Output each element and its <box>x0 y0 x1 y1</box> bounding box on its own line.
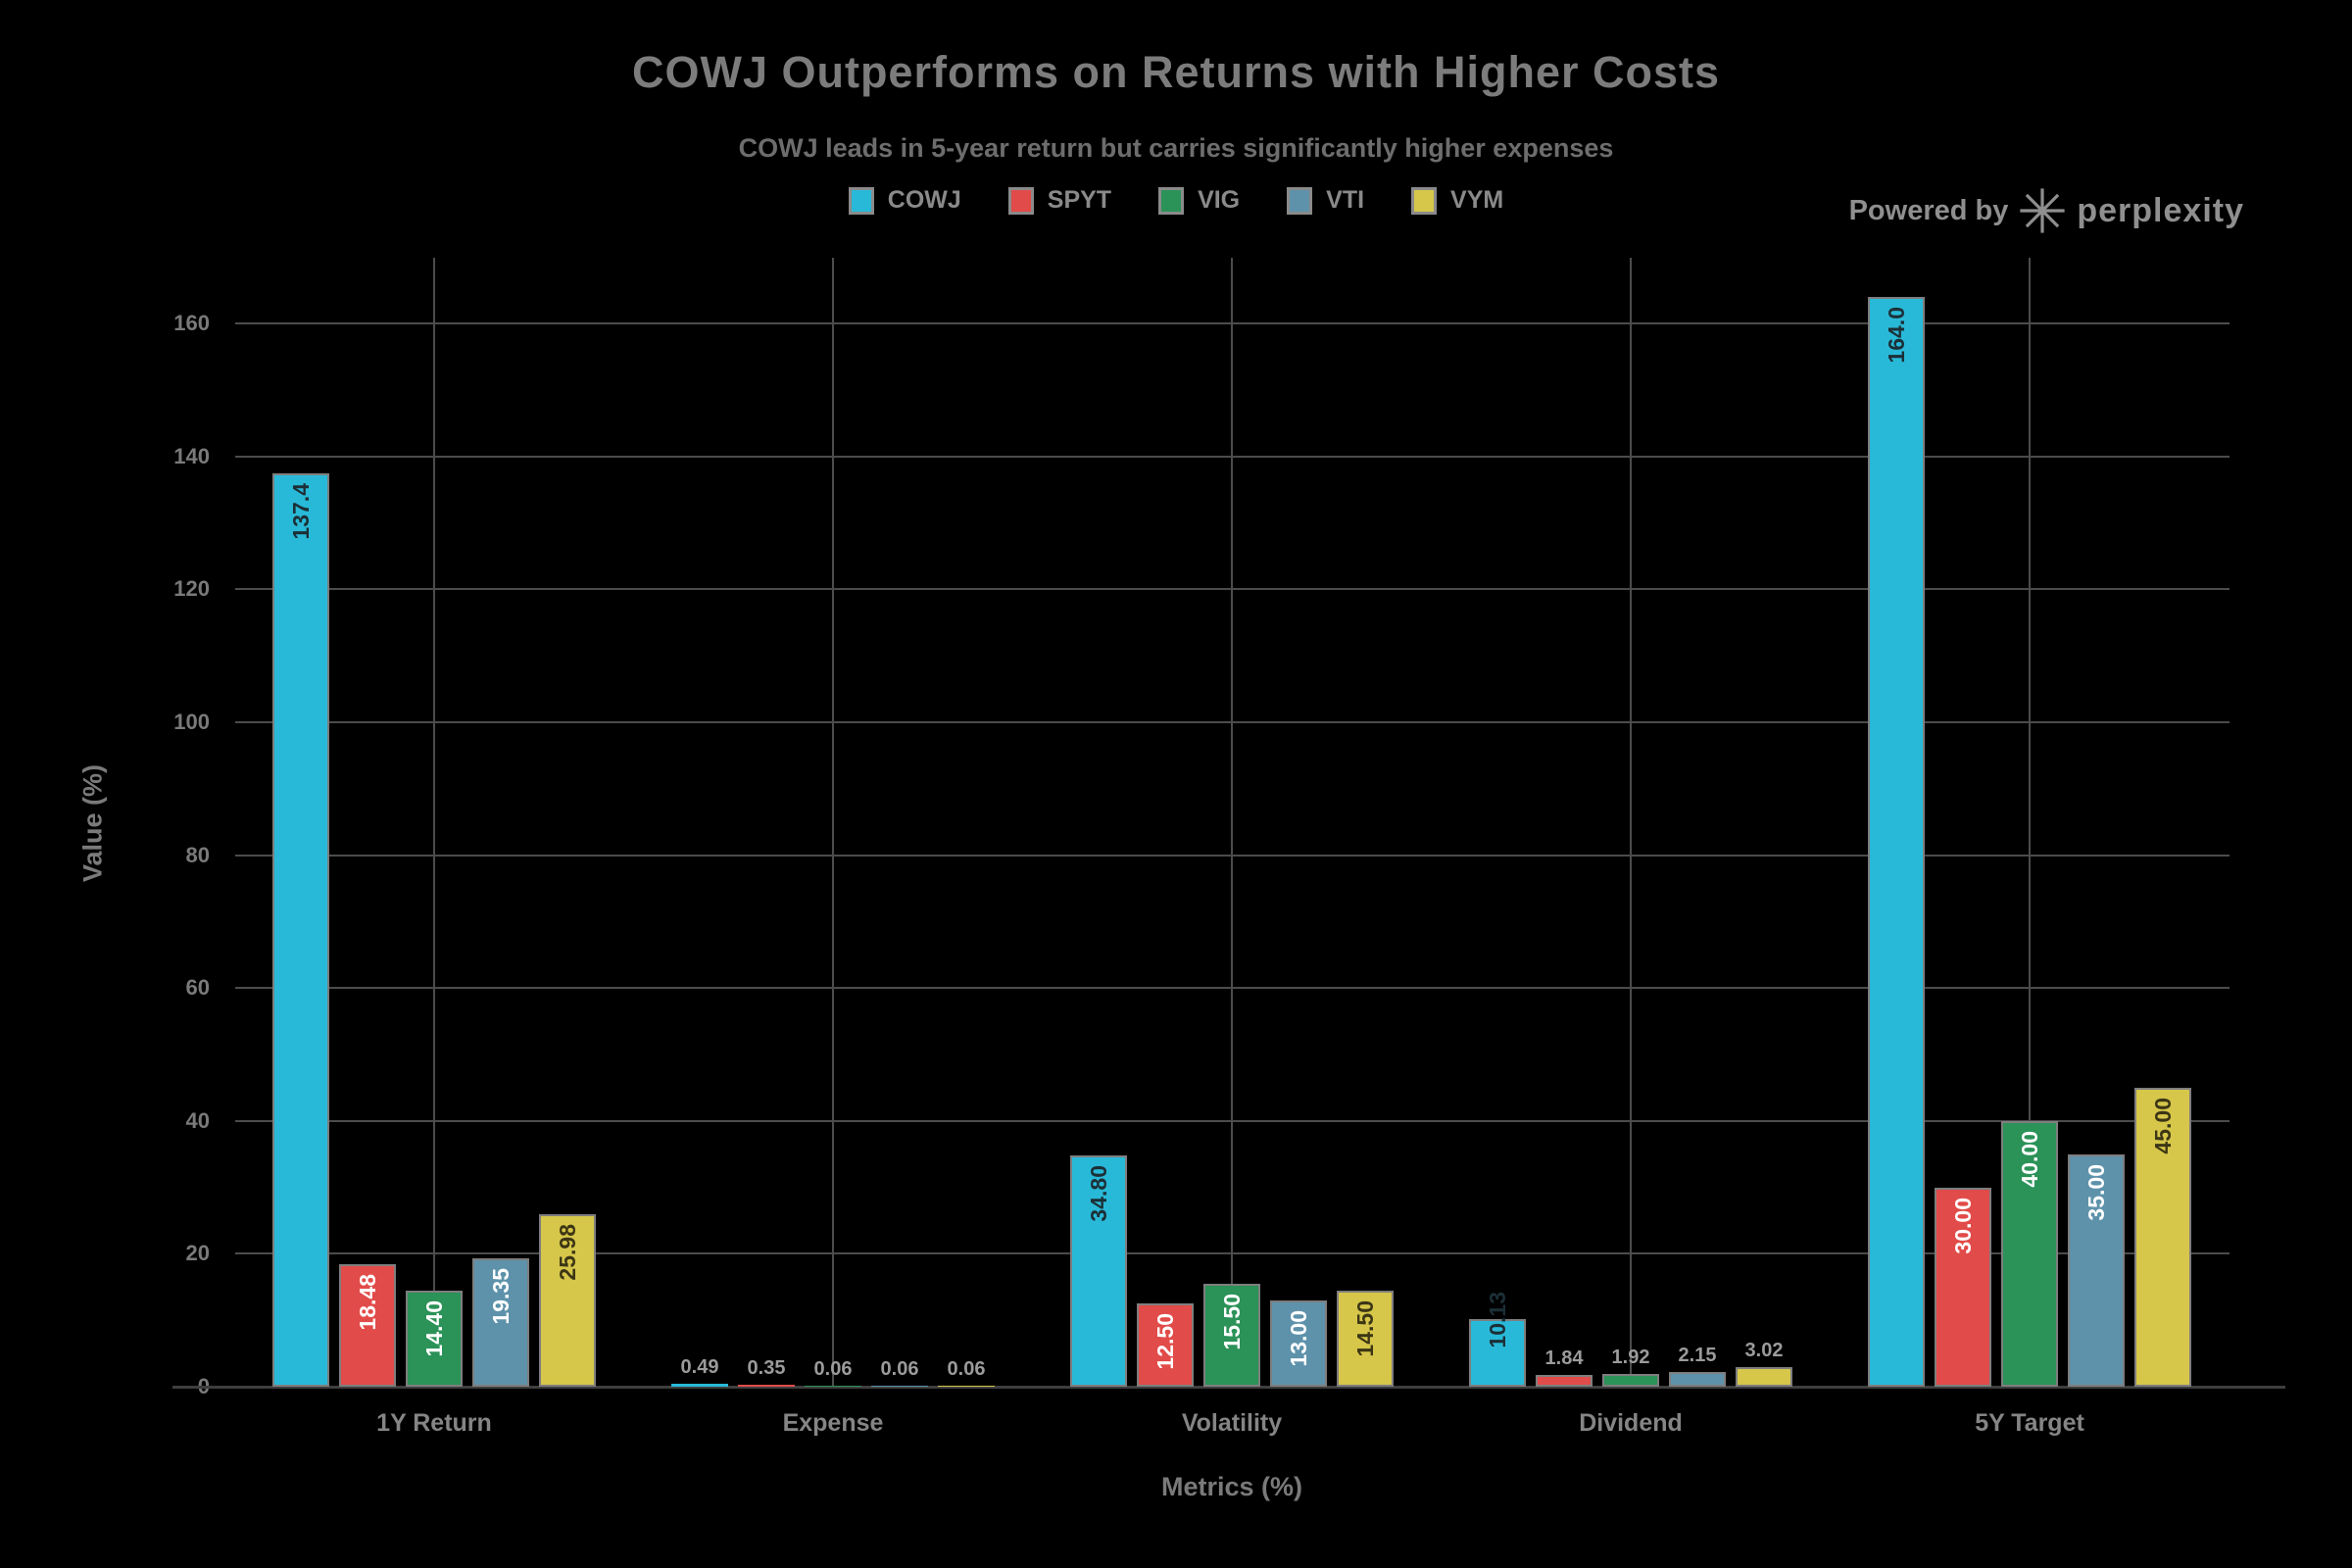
gridline-vertical <box>1630 258 1632 1387</box>
bar-value-label: 35.00 <box>2083 1164 2109 1221</box>
y-tick-label: 160 <box>173 311 210 335</box>
watermark-prefix: Powered by <box>1848 194 2009 226</box>
bar-spyt-4 <box>1935 1188 1991 1387</box>
bar-vig-0 <box>406 1291 463 1387</box>
y-tick-label: 140 <box>173 443 210 468</box>
y-tick-label: 120 <box>173 576 210 602</box>
bar-value-label: 12.50 <box>1152 1313 1178 1370</box>
gridline-vertical <box>2029 258 2031 1387</box>
x-tick-label: Expense <box>782 1409 884 1437</box>
legend-label: COWJ <box>887 186 961 214</box>
bar-value-label: 34.80 <box>1086 1165 1111 1222</box>
bar-value-label: 0.06 <box>813 1358 853 1380</box>
bar-spyt-0 <box>339 1264 396 1387</box>
legend-swatch <box>1411 186 1438 215</box>
bar-value-label: 13.00 <box>1286 1310 1311 1367</box>
x-tick-label: Dividend <box>1579 1409 1683 1437</box>
y-tick-label: 40 <box>185 1107 210 1133</box>
perplexity-logo-icon <box>2020 188 2065 233</box>
bar-value-label: 3.02 <box>1744 1340 1784 1361</box>
bar-value-label: 10.13 <box>1485 1292 1510 1348</box>
bar-vti-0 <box>472 1258 529 1387</box>
bar-value-label: 137.4 <box>288 483 314 540</box>
bar-vym-1 <box>938 1386 995 1387</box>
legend-item: COWJ <box>848 186 961 215</box>
legend-swatch <box>1158 186 1185 215</box>
bar-vti-4 <box>2068 1154 2125 1387</box>
y-tick-label: 20 <box>185 1241 210 1266</box>
bar-value-label: 18.48 <box>355 1274 380 1331</box>
y-axis-title: Value (%) <box>77 763 108 883</box>
x-axis-title: Metrics (%) <box>1160 1472 1303 1501</box>
bar-value-label: 14.40 <box>421 1300 447 1357</box>
legend-label: SPYT <box>1047 186 1112 214</box>
bar-cowj-2 <box>1070 1155 1127 1387</box>
bar-value-label: 1.92 <box>1611 1347 1650 1368</box>
bar-value-label: 2.15 <box>1678 1345 1717 1366</box>
bar-value-label: 0.35 <box>747 1357 786 1379</box>
bar-vym-4 <box>2134 1088 2191 1387</box>
watermark: Powered by perplexity <box>1849 188 2244 233</box>
gridline-vertical <box>1231 258 1233 1387</box>
legend-swatch <box>1287 186 1313 215</box>
legend-swatch <box>1007 186 1034 215</box>
bar-value-label: 1.84 <box>1544 1348 1584 1369</box>
bar-cowj-0 <box>272 473 329 1387</box>
gridline-vertical <box>433 258 435 1387</box>
chart-subtitle: COWJ leads in 5-year return but carries … <box>738 133 1614 163</box>
bar-vig-4 <box>2001 1121 2058 1387</box>
watermark-brand: perplexity <box>2077 191 2244 229</box>
bar-value-label: 14.50 <box>1352 1300 1378 1357</box>
legend-item: SPYT <box>1007 186 1112 215</box>
chart-title: COWJ Outperforms on Returns with Higher … <box>631 47 1721 97</box>
legend-item: VIG <box>1158 186 1240 215</box>
bar-value-label: 0.06 <box>947 1358 986 1380</box>
bar-value-label: 164.0 <box>1884 307 1909 364</box>
x-tick-label: 5Y Target <box>1975 1409 2084 1437</box>
y-tick-label: 100 <box>173 709 210 734</box>
bar-value-label: 40.00 <box>2017 1131 2042 1188</box>
bar-spyt-3 <box>1536 1375 1592 1387</box>
bar-value-label: 0.06 <box>880 1358 919 1380</box>
bar-cowj-1 <box>671 1384 728 1387</box>
x-tick-label: 1Y Return <box>376 1409 492 1437</box>
bar-value-label: 30.00 <box>1950 1198 1976 1254</box>
bar-vig-2 <box>1203 1284 1260 1387</box>
bar-value-label: 15.50 <box>1219 1294 1245 1350</box>
legend-label: VYM <box>1450 186 1504 214</box>
bar-value-label: 19.35 <box>488 1268 514 1325</box>
bar-cowj-3 <box>1469 1319 1526 1387</box>
bar-vym-3 <box>1736 1367 1792 1387</box>
bar-vti-1 <box>871 1386 928 1387</box>
x-tick-label: Volatility <box>1181 1409 1283 1437</box>
bar-vig-3 <box>1602 1374 1659 1387</box>
legend-label: VIG <box>1198 186 1241 214</box>
legend: COWJ SPYT VIG VTI VYM <box>0 186 2352 215</box>
bar-vym-0 <box>539 1214 596 1387</box>
bar-value-label: 0.49 <box>680 1356 719 1378</box>
bar-spyt-1 <box>738 1385 795 1387</box>
bar-value-label: 45.00 <box>2150 1098 2176 1154</box>
bar-spyt-2 <box>1137 1303 1194 1387</box>
bar-vti-2 <box>1270 1300 1327 1387</box>
y-tick-label: 80 <box>185 842 210 867</box>
legend-swatch <box>848 186 874 215</box>
legend-label: VTI <box>1326 186 1365 214</box>
bar-vti-3 <box>1669 1372 1726 1387</box>
bar-vym-2 <box>1337 1291 1394 1387</box>
legend-item: VYM <box>1411 186 1503 215</box>
y-tick-label: 60 <box>185 975 210 1001</box>
legend-item: VTI <box>1287 186 1364 215</box>
x-axis-line <box>172 1386 2285 1389</box>
bar-vig-1 <box>805 1386 861 1387</box>
bar-value-label: 25.98 <box>555 1224 580 1281</box>
gridline-vertical <box>832 258 834 1387</box>
bar-cowj-4 <box>1868 297 1925 1387</box>
